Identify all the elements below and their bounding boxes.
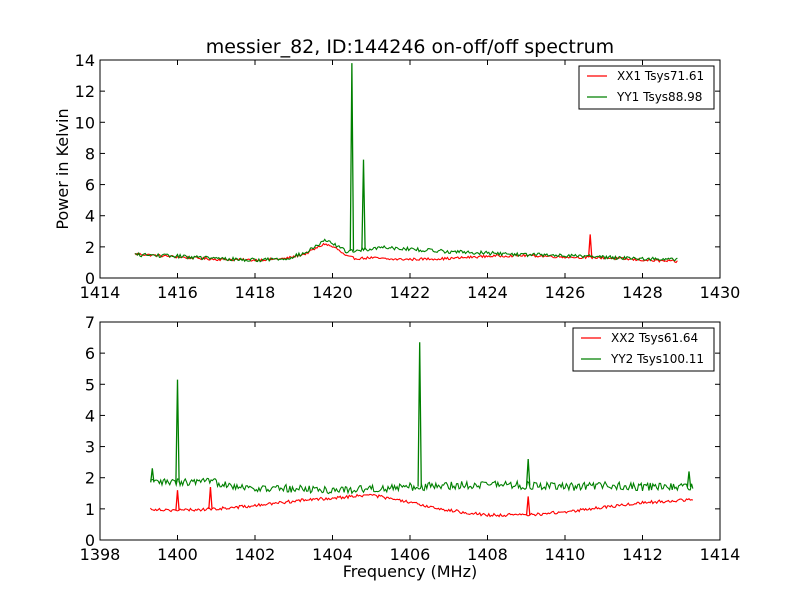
spectral-peak-xx2-2 bbox=[525, 496, 531, 515]
y-tick-label: 8 bbox=[85, 144, 95, 163]
top-legend: XX1 Tsys71.61 YY1 Tsys88.98 bbox=[578, 65, 715, 110]
x-tick-label: 1428 bbox=[622, 283, 663, 302]
legend-label-yy2: YY2 Tsys100.11 bbox=[610, 352, 704, 366]
y-tick-label: 14 bbox=[75, 51, 95, 70]
spectral-peak-yy1-0 bbox=[349, 63, 355, 251]
bottom-x-axis: 1398 1400 1402 1404 1406 1408 1410 1412 1414 bbox=[80, 322, 741, 564]
x-tick-label: 1430 bbox=[700, 283, 741, 302]
x-tick-label: 1408 bbox=[467, 545, 508, 564]
spectral-peak-xx2-1 bbox=[208, 487, 213, 510]
spectral-peak-yy2-3 bbox=[525, 458, 531, 486]
bottom-chart-panel: 0 1 2 3 4 5 6 7 1398 1400 1402 1404 1406 1408 1410 141… bbox=[80, 313, 741, 581]
x-tick-label: 1414 bbox=[700, 545, 741, 564]
y-tick-label: 4 bbox=[85, 406, 95, 425]
y-tick-label: 5 bbox=[85, 375, 95, 394]
y-tick-label: 0 bbox=[85, 269, 95, 288]
legend-label-xx1: XX1 Tsys71.61 bbox=[617, 69, 704, 83]
spectral-peak-xx2-0 bbox=[175, 490, 180, 511]
y-tick-label: 2 bbox=[85, 238, 95, 257]
y-tick-label: 10 bbox=[75, 113, 95, 132]
top-chart-panel: messier_82, ID:144246 on-off/off spectru… bbox=[53, 36, 740, 302]
x-tick-label: 1416 bbox=[157, 283, 198, 302]
y-tick-label: 7 bbox=[85, 313, 95, 332]
x-tick-label: 1414 bbox=[80, 283, 121, 302]
legend-label-xx2: XX2 Tsys61.64 bbox=[611, 331, 698, 345]
y-tick-label: 3 bbox=[85, 438, 95, 457]
series-line-xx2 bbox=[149, 493, 694, 518]
x-tick-label: 1418 bbox=[235, 283, 276, 302]
bottom-legend-box bbox=[572, 327, 715, 372]
legend-label-yy1: YY1 Tsys88.98 bbox=[616, 90, 702, 104]
series-line-xx1 bbox=[134, 242, 678, 264]
x-tick-label: 1404 bbox=[312, 545, 353, 564]
x-tick-label: 1398 bbox=[80, 545, 121, 564]
y-tick-label: 0 bbox=[85, 531, 95, 550]
bottom-plot-area bbox=[149, 342, 694, 518]
x-tick-label: 1420 bbox=[312, 283, 353, 302]
series-group bbox=[149, 342, 694, 518]
top-x-axis: 1414 1416 1418 1420 1422 1424 1426 1428 1430 bbox=[80, 60, 741, 302]
x-tick-label: 1412 bbox=[622, 545, 663, 564]
bottom-y-axis: 0 1 2 3 4 5 6 7 bbox=[85, 313, 720, 550]
y-tick-label: 2 bbox=[85, 469, 95, 488]
x-tick-label: 1410 bbox=[545, 545, 586, 564]
spectral-peak-yy2-1 bbox=[175, 379, 180, 483]
bottom-legend: XX2 Tsys61.64 YY2 Tsys100.11 bbox=[572, 327, 715, 372]
spectral-peak-yy2-4 bbox=[686, 471, 692, 488]
x-tick-label: 1406 bbox=[390, 545, 431, 564]
series-line-yy1 bbox=[134, 238, 678, 263]
spectral-peak-yy2-2 bbox=[417, 342, 422, 487]
chart-title: messier_82, ID:144246 on-off/off spectru… bbox=[206, 36, 614, 58]
y-tick-label: 4 bbox=[85, 207, 95, 226]
x-tick-label: 1400 bbox=[157, 545, 198, 564]
spectral-peak-yy2-0 bbox=[150, 468, 155, 483]
y-tick-label: 6 bbox=[85, 176, 95, 195]
top-plot-area bbox=[134, 63, 678, 264]
top-y-axis: 0 2 4 6 8 10 12 14 bbox=[75, 51, 720, 288]
y-tick-label: 1 bbox=[85, 500, 95, 519]
series-group bbox=[134, 63, 678, 264]
x-tick-label: 1426 bbox=[545, 283, 586, 302]
x-axis-label: Frequency (MHz) bbox=[343, 562, 477, 581]
x-tick-label: 1402 bbox=[235, 545, 276, 564]
top-y-axis-label: Power in Kelvin bbox=[53, 108, 72, 229]
x-tick-label: 1422 bbox=[390, 283, 431, 302]
spectral-peak-xx1-0 bbox=[587, 234, 593, 258]
x-tick-label: 1424 bbox=[467, 283, 508, 302]
y-tick-label: 12 bbox=[75, 82, 95, 101]
y-tick-label: 6 bbox=[85, 344, 95, 363]
spectral-peak-yy1-1 bbox=[361, 159, 366, 250]
top-legend-box bbox=[578, 65, 715, 110]
